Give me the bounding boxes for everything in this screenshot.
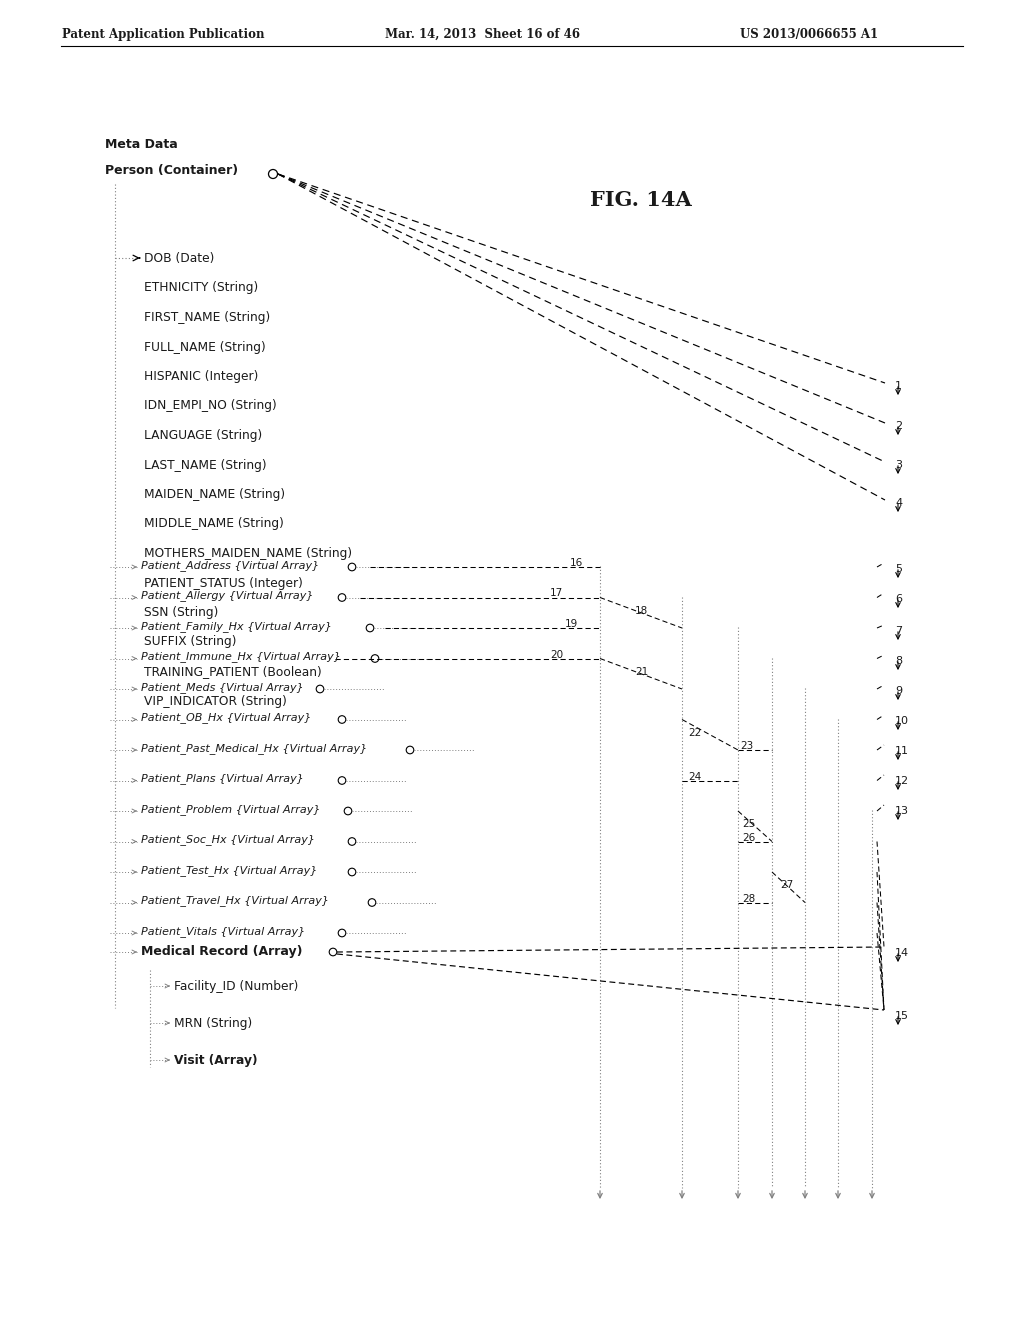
Text: MAIDEN_NAME (String): MAIDEN_NAME (String) <box>144 488 285 502</box>
Text: 22: 22 <box>688 727 701 738</box>
Text: 26: 26 <box>742 833 756 842</box>
Text: Patient_Allergy {Virtual Array}: Patient_Allergy {Virtual Array} <box>141 590 313 602</box>
Text: 20: 20 <box>550 649 563 660</box>
Text: 21: 21 <box>635 667 648 677</box>
Text: Patient_Soc_Hx {Virtual Array}: Patient_Soc_Hx {Virtual Array} <box>141 834 315 845</box>
Text: 27: 27 <box>780 880 794 890</box>
Text: TRAINING_PATIENT (Boolean): TRAINING_PATIENT (Boolean) <box>144 665 322 678</box>
Text: MRN (String): MRN (String) <box>174 1016 252 1030</box>
Text: Patient_Problem {Virtual Array}: Patient_Problem {Virtual Array} <box>141 804 321 814</box>
Text: 16: 16 <box>570 558 584 568</box>
Text: SUFFIX (String): SUFFIX (String) <box>144 635 237 648</box>
Text: 24: 24 <box>688 771 701 781</box>
Text: 2: 2 <box>895 421 902 432</box>
Text: 25: 25 <box>742 820 756 829</box>
Text: Patient_Travel_Hx {Virtual Array}: Patient_Travel_Hx {Virtual Array} <box>141 895 329 907</box>
Text: FIRST_NAME (String): FIRST_NAME (String) <box>144 312 270 323</box>
Text: 19: 19 <box>565 619 579 630</box>
Text: 5: 5 <box>895 564 902 574</box>
Text: Patient_Past_Medical_Hx {Virtual Array}: Patient_Past_Medical_Hx {Virtual Array} <box>141 743 368 754</box>
Text: 4: 4 <box>895 498 902 508</box>
Text: DOB (Date): DOB (Date) <box>144 252 214 265</box>
Text: FULL_NAME (String): FULL_NAME (String) <box>144 341 266 354</box>
Text: Patient_Vitals {Virtual Array}: Patient_Vitals {Virtual Array} <box>141 927 305 937</box>
Text: FIG. 14A: FIG. 14A <box>590 190 692 210</box>
Text: Patient_Meds {Virtual Array}: Patient_Meds {Virtual Array} <box>141 682 304 693</box>
Text: PATIENT_STATUS (Integer): PATIENT_STATUS (Integer) <box>144 577 303 590</box>
Text: Patient_Family_Hx {Virtual Array}: Patient_Family_Hx {Virtual Array} <box>141 620 332 632</box>
Text: 6: 6 <box>895 594 902 605</box>
Text: MIDDLE_NAME (String): MIDDLE_NAME (String) <box>144 517 284 531</box>
Text: 28: 28 <box>742 894 756 903</box>
Text: Patient_Plans {Virtual Array}: Patient_Plans {Virtual Array} <box>141 774 304 784</box>
Text: Person (Container): Person (Container) <box>105 164 239 177</box>
Text: 17: 17 <box>550 589 563 598</box>
Text: 8: 8 <box>895 656 902 667</box>
Text: Meta Data: Meta Data <box>105 139 178 150</box>
Text: ETHNICITY (String): ETHNICITY (String) <box>144 281 258 294</box>
Text: LAST_NAME (String): LAST_NAME (String) <box>144 458 266 471</box>
Text: 12: 12 <box>895 776 909 785</box>
Text: 18: 18 <box>635 606 648 615</box>
Text: Patient_Address {Virtual Array}: Patient_Address {Virtual Array} <box>141 560 319 572</box>
Text: US 2013/0066655 A1: US 2013/0066655 A1 <box>740 28 879 41</box>
Text: Visit (Array): Visit (Array) <box>174 1053 257 1067</box>
Text: Medical Record (Array): Medical Record (Array) <box>141 945 302 958</box>
Text: Patient_OB_Hx {Virtual Array}: Patient_OB_Hx {Virtual Array} <box>141 713 311 723</box>
Text: 15: 15 <box>895 1011 909 1020</box>
Text: Patent Application Publication: Patent Application Publication <box>62 28 264 41</box>
Text: 1: 1 <box>895 381 902 391</box>
Text: 11: 11 <box>895 746 909 756</box>
Text: Patient_Test_Hx {Virtual Array}: Patient_Test_Hx {Virtual Array} <box>141 865 317 876</box>
Text: 23: 23 <box>740 741 754 751</box>
Text: 14: 14 <box>895 948 909 958</box>
Text: VIP_INDICATOR (String): VIP_INDICATOR (String) <box>144 694 287 708</box>
Text: Mar. 14, 2013  Sheet 16 of 46: Mar. 14, 2013 Sheet 16 of 46 <box>385 28 580 41</box>
Text: IDN_EMPI_NO (String): IDN_EMPI_NO (String) <box>144 400 276 412</box>
Text: 10: 10 <box>895 715 909 726</box>
Text: Facility_ID (Number): Facility_ID (Number) <box>174 979 298 993</box>
Text: MOTHERS_MAIDEN_NAME (String): MOTHERS_MAIDEN_NAME (String) <box>144 546 352 560</box>
Text: 3: 3 <box>895 459 902 470</box>
Text: LANGUAGE (String): LANGUAGE (String) <box>144 429 262 442</box>
Text: 9: 9 <box>895 686 902 696</box>
Text: 13: 13 <box>895 807 909 816</box>
Text: Patient_Immune_Hx {Virtual Array}: Patient_Immune_Hx {Virtual Array} <box>141 652 341 663</box>
Text: 7: 7 <box>895 626 902 636</box>
Text: SSN (String): SSN (String) <box>144 606 218 619</box>
Text: HISPANIC (Integer): HISPANIC (Integer) <box>144 370 258 383</box>
